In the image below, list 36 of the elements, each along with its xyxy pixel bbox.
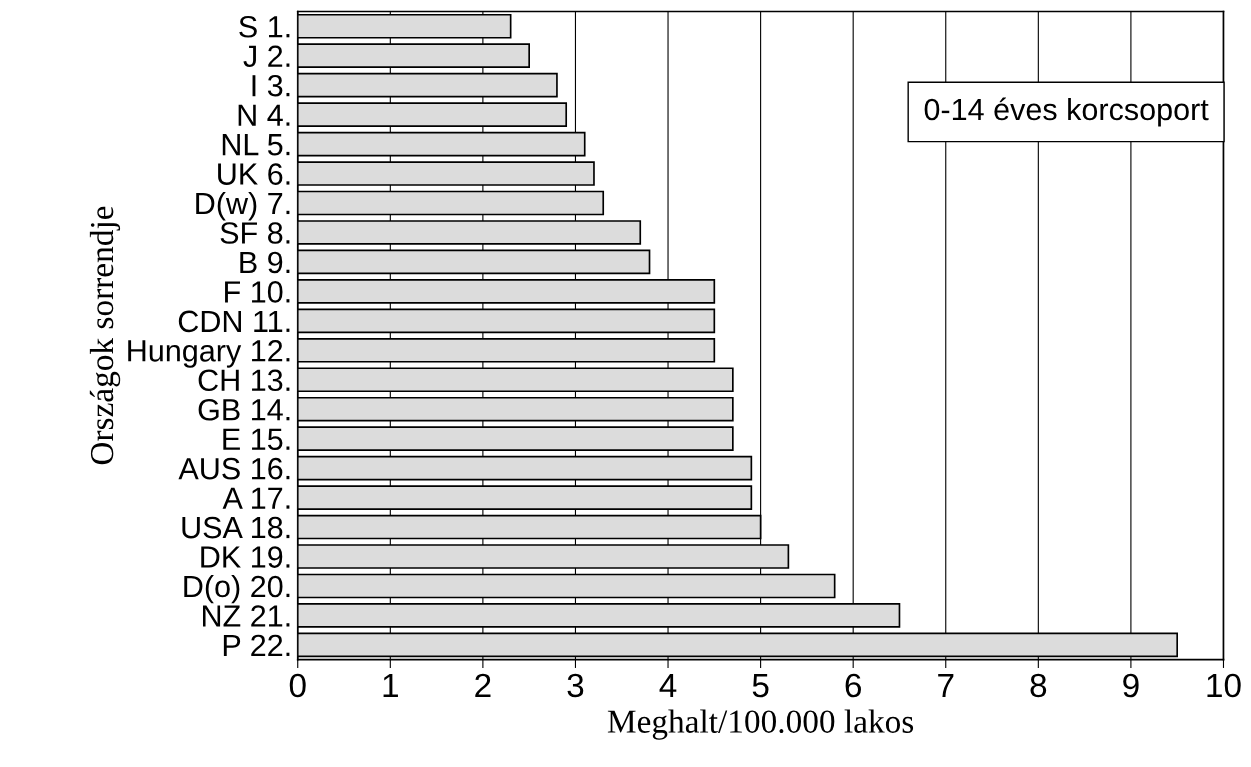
y-tick-label: A 17. — [222, 487, 290, 509]
y-tick-label: NL 5. — [222, 134, 290, 156]
x-tick-label: 6 — [845, 673, 861, 698]
y-tick-label: S 1. — [239, 15, 290, 38]
x-tick-label: 9 — [1123, 673, 1139, 698]
x-tick-label: 7 — [938, 674, 954, 697]
y-tick-label: CH 13. — [198, 369, 290, 392]
y-tick-label: I 3. — [252, 74, 290, 97]
y-tick-label: P 22. — [223, 634, 290, 656]
y-tick-label: GB 14. — [198, 398, 290, 421]
y-tick-label: NZ 21. — [203, 605, 290, 627]
y-tick-label: Hungary 12. — [128, 340, 290, 368]
y-tick-label: B 9. — [240, 251, 290, 274]
y-tick-label: USA 18. — [182, 516, 290, 539]
x-tick-label: 2 — [475, 673, 491, 697]
y-tick-label: J 2. — [243, 45, 290, 68]
annotation: 0-14 éves korcsoport — [924, 97, 1209, 127]
x-tick-label: 4 — [659, 674, 677, 697]
x-tick-label: 1 — [383, 674, 398, 697]
y-tick-label: CDN 11. — [178, 310, 290, 333]
y-tick-label: E 15. — [223, 428, 290, 451]
y-tick-label: UK 6. — [218, 163, 290, 185]
x-tick-label: 8 — [1030, 673, 1047, 698]
y-tick-label: D(o) 20. — [184, 574, 290, 604]
y-tick-label: D(w) 7. — [196, 191, 290, 221]
y-tick-label: F 10. — [225, 281, 290, 303]
x-tick-label: 0 — [289, 673, 306, 698]
y-axis-title: Országok sorrendje — [89, 206, 121, 465]
y-tick-label: SF 8. — [220, 222, 290, 244]
y-tick-label: AUS 16. — [178, 457, 290, 480]
y-tick-label: DK 19. — [201, 546, 290, 568]
y-tick-label: N 4. — [238, 104, 290, 126]
x-tick-label: 10 — [1207, 673, 1241, 698]
x-tick-label: 3 — [567, 673, 584, 698]
x-tick-label: 5 — [752, 674, 769, 698]
x-axis-title: Meghalt/100.000 lakos — [607, 709, 914, 740]
